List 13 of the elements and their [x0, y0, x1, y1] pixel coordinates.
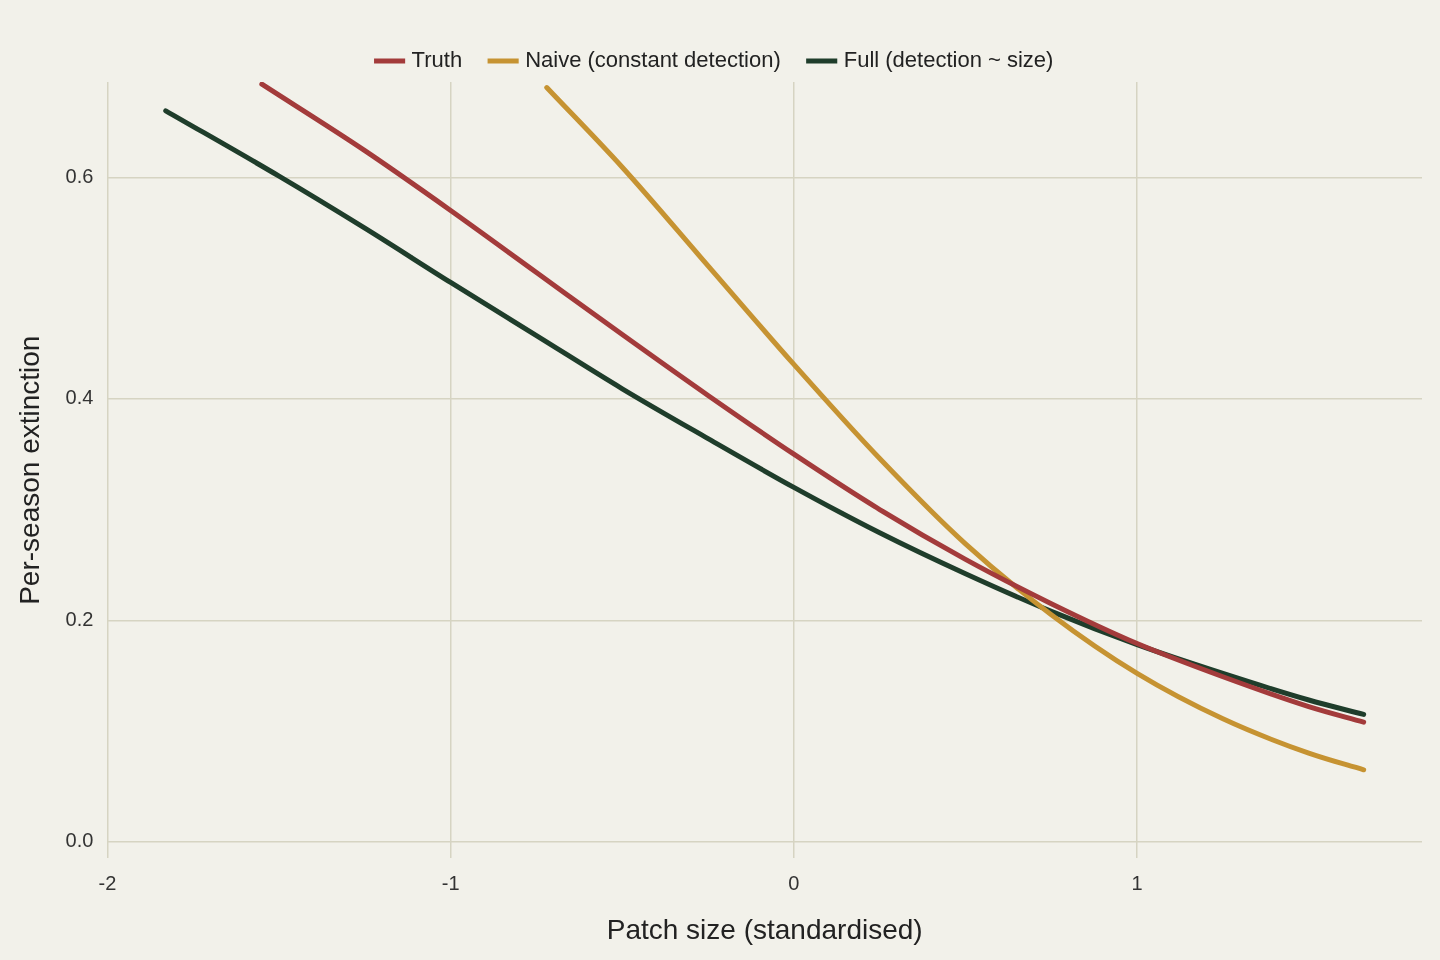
x-tick-label: 1 — [1131, 871, 1143, 894]
y-tick-label: 0.2 — [65, 607, 94, 630]
legend-label: Naive (constant detection) — [525, 47, 781, 73]
y-tick-label: 0.6 — [65, 164, 94, 187]
y-tick-label: 0.4 — [65, 386, 94, 409]
y-axis-title: Per-season extinction — [13, 335, 45, 605]
legend-label: Full (detection ~ size) — [843, 47, 1054, 73]
y-tick-label: 0.0 — [65, 829, 94, 852]
x-tick-label: 0 — [788, 871, 800, 894]
x-axis-title: Patch size (standardised) — [606, 913, 923, 945]
x-tick-label: -1 — [441, 871, 460, 894]
legend-label: Truth — [411, 47, 463, 73]
x-tick-label: -2 — [98, 871, 117, 894]
